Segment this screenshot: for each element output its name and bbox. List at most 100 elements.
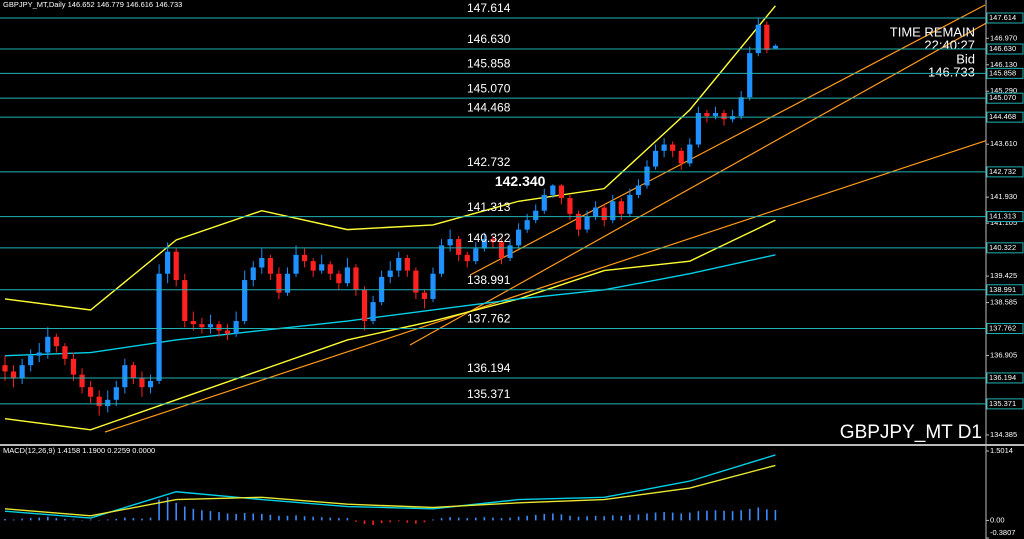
y-tick-label: 146.970 — [990, 33, 1017, 42]
y-tick-label: 136.905 — [990, 351, 1017, 360]
macd-bar — [766, 509, 768, 521]
candle-body — [190, 321, 196, 325]
bid-value: 146.733 — [928, 64, 975, 79]
macd-bar — [526, 515, 528, 521]
macd-bar — [303, 516, 306, 521]
trend-lines — [104, 4, 986, 433]
level-box — [986, 323, 1024, 335]
time-remain: 22:40:27 — [924, 37, 975, 52]
macd-bar — [646, 513, 648, 521]
candle-body — [438, 245, 445, 274]
candle-body — [327, 264, 333, 274]
level-label: 140.322 — [467, 231, 511, 245]
macd-bar — [380, 520, 383, 524]
candle-body — [79, 374, 85, 388]
candle-body — [387, 270, 393, 277]
level-label: 138.991 — [467, 273, 511, 287]
macd-bar — [500, 518, 503, 521]
level-box — [986, 111, 1024, 123]
candle-body — [165, 251, 171, 274]
macd-bar — [620, 515, 623, 521]
macd-line — [4, 454, 776, 519]
candle-body — [447, 239, 453, 246]
macd-bar — [243, 513, 246, 521]
level-box — [986, 372, 1024, 384]
candle-body — [627, 194, 633, 214]
plot-area — [2, 5, 778, 431]
candle-body — [250, 267, 256, 281]
macd-bar — [586, 516, 588, 521]
candle-body — [464, 254, 470, 262]
level-axis-label: 136.194 — [989, 373, 1016, 382]
macd-bar — [12, 519, 15, 521]
macd-bar — [406, 520, 409, 523]
macd-line — [4, 464, 776, 517]
candle-body — [507, 245, 513, 258]
macd-bar — [397, 520, 400, 522]
level-box — [986, 166, 1024, 178]
level-label: 137.762 — [467, 312, 511, 326]
macd-bar — [115, 519, 118, 521]
macd-bar — [338, 518, 340, 521]
trend-line — [104, 139, 986, 433]
candle-body — [139, 377, 145, 388]
macd-bar — [552, 513, 554, 521]
candle-body — [284, 273, 291, 293]
macd-bar — [132, 518, 135, 521]
macd-bar — [72, 519, 75, 521]
macd-bar — [663, 512, 665, 521]
candle-body — [524, 220, 530, 230]
candle-body — [113, 387, 119, 400]
macd-bar — [89, 519, 92, 521]
candle-body — [704, 112, 710, 117]
macd-bar — [141, 518, 143, 521]
high-annotation: 142.340 — [495, 173, 546, 189]
indicator-line — [4, 254, 776, 357]
macd-bar — [423, 520, 426, 523]
candle-body — [19, 365, 25, 378]
y-tick-label: 141.930 — [990, 192, 1017, 201]
macd-bar — [252, 513, 255, 521]
candle-body — [610, 201, 616, 221]
level-label: 145.070 — [467, 81, 511, 95]
candle-body — [421, 292, 428, 299]
macd-bar — [774, 509, 777, 521]
candle-body — [293, 254, 299, 274]
candle-body — [558, 185, 564, 199]
level-box — [986, 398, 1024, 410]
level-box — [986, 284, 1024, 296]
candle-body — [618, 201, 624, 214]
macd-bar — [175, 502, 177, 521]
level-axis-label: 144.468 — [989, 112, 1016, 121]
candle-body — [10, 371, 17, 378]
candle-body — [28, 355, 34, 366]
candle-body — [216, 324, 222, 331]
macd-bar — [637, 514, 640, 521]
macd-bar — [21, 518, 23, 521]
macd-bar — [740, 510, 742, 521]
macd-bar — [560, 514, 563, 521]
macd-bar — [64, 519, 66, 521]
macd-bar — [320, 517, 323, 521]
candle-body — [456, 239, 462, 255]
level-axis-label: 142.732 — [989, 167, 1016, 176]
candle-body — [2, 365, 8, 372]
macd-bar — [286, 515, 289, 521]
candle-body — [45, 336, 51, 353]
candle-body — [678, 150, 684, 164]
candle-body — [96, 396, 102, 407]
macd-bar — [603, 516, 605, 521]
macd-bar — [218, 512, 220, 521]
level-box — [986, 67, 1024, 79]
macd-bar — [449, 517, 451, 521]
macd-bar — [629, 514, 631, 521]
candle-body — [361, 289, 368, 322]
macd-bar — [261, 513, 263, 521]
macd-bar — [201, 510, 203, 521]
level-label: 141.313 — [467, 200, 511, 214]
candle-body — [764, 24, 770, 50]
macd-bar — [569, 515, 571, 521]
macd-bar — [149, 517, 152, 521]
